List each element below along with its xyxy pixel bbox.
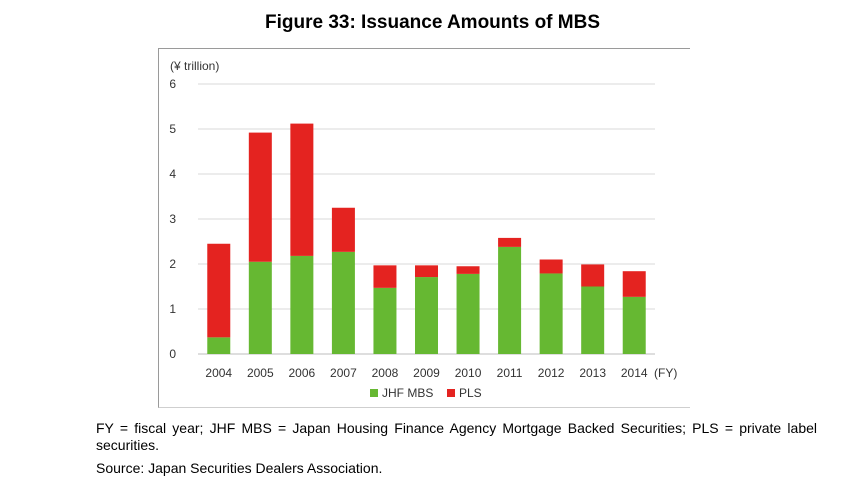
x-tick-label: 2008: [372, 366, 399, 380]
x-unit-label: (FY): [654, 366, 677, 380]
x-tick-label: 2006: [289, 366, 316, 380]
bar-pls-2004: [207, 243, 231, 338]
y-tick-label: 3: [169, 212, 176, 226]
legend-label: JHF MBS: [382, 386, 433, 400]
legend-label: PLS: [459, 386, 482, 400]
bar-pls-2010: [456, 266, 480, 274]
figure-title: Figure 33: Issuance Amounts of MBS: [264, 12, 600, 33]
y-tick-label: 4: [169, 167, 176, 181]
bar-pls-2011: [498, 237, 522, 247]
bar-jhf-mbs-2006: [290, 255, 314, 354]
bar-pls-2014: [622, 271, 646, 297]
bar-jhf-mbs-2009: [415, 277, 438, 354]
chart-source: Source: Japan Securities Dealers Associa…: [96, 460, 383, 476]
legend-swatch: [370, 389, 378, 397]
bar-jhf-mbs-2008: [373, 287, 397, 354]
legend-swatch: [447, 389, 455, 397]
x-tick-label: 2004: [205, 366, 232, 380]
y-tick-label: 6: [169, 77, 176, 91]
bar-pls-2009: [415, 265, 438, 278]
bar-jhf-mbs-2014: [622, 296, 646, 354]
bar-pls-2005: [248, 132, 272, 262]
bar-jhf-mbs-2005: [248, 261, 272, 354]
x-tick-label: 2013: [579, 366, 606, 380]
y-tick-labels: 0 1 2 3 4 5 6: [169, 77, 176, 361]
bar-pls-2008: [373, 265, 397, 288]
chart-notes: FY = fiscal year; JHF MBS = Japan Housin…: [96, 420, 817, 453]
y-unit-label: (¥ trillion): [170, 59, 219, 73]
bar-jhf-mbs-2013: [581, 286, 605, 354]
x-tick-label: 2010: [455, 366, 482, 380]
bar-jhf-mbs-2012: [539, 273, 563, 354]
bar-jhf-mbs-2007: [331, 251, 355, 354]
x-tick-label: 2005: [247, 366, 274, 380]
x-tick-label: 2012: [538, 366, 565, 380]
x-tick-labels: 2004 2005 2006 2007 2008 2009 2010 2011 2012 2013…: [205, 366, 647, 380]
bar-jhf-mbs-2010: [456, 273, 480, 354]
legend: JHF MBS PLS: [370, 386, 482, 400]
x-tick-label: 2011: [497, 366, 523, 380]
bar-jhf-mbs-2004: [207, 337, 231, 354]
bar-pls-2007: [331, 207, 355, 252]
bar-jhf-mbs-2011: [498, 246, 522, 354]
y-tick-label: 5: [169, 122, 176, 136]
y-tick-label: 2: [169, 257, 176, 271]
y-tick-label: 0: [169, 347, 176, 361]
bars: [207, 123, 646, 354]
bar-pls-2006: [290, 123, 314, 256]
bar-pls-2012: [539, 259, 563, 274]
bar-pls-2013: [581, 264, 605, 287]
y-tick-label: 1: [169, 302, 176, 316]
x-tick-label: 2007: [330, 366, 357, 380]
x-tick-label: 2014: [621, 366, 648, 380]
stacked-bar-chart: 0 1 2 3 4 5 6 2004 2005 2006 2007 2008 2009 2010 2011…: [169, 59, 677, 400]
x-tick-label: 2009: [413, 366, 440, 380]
